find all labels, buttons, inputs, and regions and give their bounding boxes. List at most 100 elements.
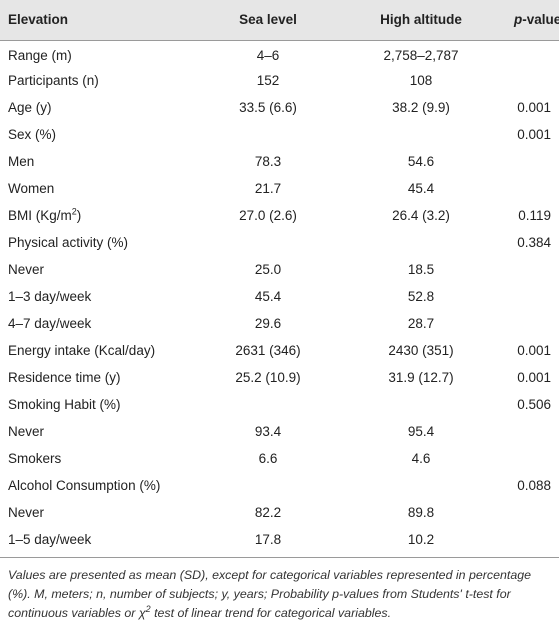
table-cell: Women	[8, 181, 55, 196]
table-cell: Residence time (y)	[8, 370, 121, 385]
table-cell: Never	[8, 505, 45, 520]
table-cell	[506, 256, 559, 283]
table-cell: 108	[409, 73, 433, 88]
table-cell: 93.4	[254, 424, 282, 439]
table-row: Residence time (y) 25.2 (10.9) 31.9 (12.7)…	[0, 364, 559, 391]
table-cell: 28.7	[407, 316, 435, 331]
table-cell: 0.001	[517, 127, 551, 142]
table-cell	[506, 148, 559, 175]
header-cell: p-value	[506, 0, 559, 41]
table-cell: 0.119	[518, 208, 551, 223]
table-cell	[506, 445, 559, 472]
table-cell: Smoking Habit (%)	[8, 397, 121, 412]
table-cell: 0.001	[517, 370, 551, 385]
table-row: Never 93.4 95.4	[0, 418, 559, 445]
header-italic: p	[514, 12, 523, 28]
table-row: Smoking Habit (%) 0.506	[0, 391, 559, 418]
table-cell	[200, 121, 336, 148]
cell-sup: 2	[71, 206, 77, 217]
footnote-text: test of linear trend for categorical var…	[150, 605, 392, 620]
table-cell: 33.5 (6.6)	[239, 100, 297, 115]
table-cell: 26.4 (3.2)	[392, 208, 450, 223]
table-cell: 29.6	[254, 316, 282, 331]
table-cell	[506, 418, 559, 445]
table-cell: 4–7 day/week	[8, 316, 92, 331]
table-cell: 25.2 (10.9)	[235, 370, 301, 385]
table-cell: 0.088	[517, 478, 551, 493]
table-row: BMI (Kg/m2) 27.0 (2.6) 26.4 (3.2) 0.119	[0, 202, 559, 229]
table-cell: 45.4	[254, 289, 282, 304]
table-row: 1–3 day/week 45.4 52.8	[0, 283, 559, 310]
table-cell: 2,758–2,787	[383, 48, 459, 64]
table-row: Alcohol Consumption (%) 0.088	[0, 472, 559, 499]
header-text: -value	[522, 12, 559, 28]
table-cell: Energy intake (Kcal/day)	[8, 343, 156, 358]
footnote: Values are presented as mean (SD), excep…	[0, 558, 559, 623]
table-row: 1–5 day/week 17.8 10.2	[0, 526, 559, 558]
table-cell: Smokers	[8, 451, 62, 466]
table-cell	[506, 499, 559, 526]
table-cell	[506, 526, 559, 558]
table-cell: 17.8	[200, 526, 336, 558]
table-row: Sex (%) 0.001	[0, 121, 559, 148]
table-cell: Never	[8, 424, 45, 439]
table-cell: 0.001	[517, 343, 551, 358]
table-cell	[200, 472, 336, 499]
table-row: Age (y) 33.5 (6.6) 38.2 (9.9) 0.001	[0, 94, 559, 121]
table-cell: Men	[8, 154, 35, 169]
table-cell: 54.6	[407, 154, 435, 169]
table-cell: 6.6	[258, 451, 278, 466]
table-cell: 1–5 day/week	[0, 526, 200, 558]
table-cell: 4.6	[411, 451, 431, 466]
table-cell	[336, 121, 506, 148]
table-cell: 38.2 (9.9)	[392, 100, 450, 115]
table-cell: 18.5	[407, 262, 435, 277]
table-cell: Sex (%)	[8, 127, 57, 142]
cell-text: )	[76, 208, 82, 223]
table-cell	[506, 40, 559, 67]
table-cell: 10.2	[336, 526, 506, 558]
table-cell: 27.0 (2.6)	[239, 208, 297, 223]
table-cell: Never	[8, 262, 45, 277]
table-cell: BMI (Kg/m2)	[0, 202, 200, 229]
table-cell: Alcohol Consumption (%)	[8, 478, 161, 493]
table-row: Women 21.7 45.4	[0, 175, 559, 202]
table-row: Participants (n) 152 108	[0, 67, 559, 94]
table-cell: Participants (n)	[8, 73, 99, 88]
table-row: Never 25.0 18.5	[0, 256, 559, 283]
table-cell	[506, 67, 559, 94]
table-cell: Range (m)	[8, 48, 72, 64]
table-cell	[506, 310, 559, 337]
header-cell: Sea level	[200, 0, 336, 41]
table-row: 4–7 day/week 29.6 28.7	[0, 310, 559, 337]
table-row: Physical activity (%) 0.384	[0, 229, 559, 256]
table-cell: 0.001	[517, 100, 551, 115]
footnote-sup: 2	[145, 603, 151, 614]
table-cell	[336, 391, 506, 418]
table-cell: 2631 (346)	[235, 343, 301, 358]
table-cell: 0.506	[517, 397, 551, 412]
table-cell: 0.384	[517, 235, 551, 250]
table-cell: 152	[256, 73, 280, 88]
table-cell	[506, 175, 559, 202]
table-row: Range (m) 4–6 2,758–2,787	[0, 40, 559, 67]
table-cell: 52.8	[407, 289, 435, 304]
table-row: Never 82.2 89.8	[0, 499, 559, 526]
table-cell	[200, 391, 336, 418]
table-cell: 82.2	[254, 505, 282, 520]
table-cell: 1–3 day/week	[8, 289, 92, 304]
table-cell: 45.4	[407, 181, 435, 196]
table-cell	[506, 283, 559, 310]
table-cell: 25.0	[254, 262, 282, 277]
table-row: Energy intake (Kcal/day) 2631 (346) 2430 (…	[0, 337, 559, 364]
table-body: Range (m) 4–6 2,758–2,787 Participants (n) 1…	[0, 40, 559, 558]
table-cell: 2430 (351)	[388, 343, 454, 358]
table-cell	[336, 229, 506, 256]
table-cell: Physical activity (%)	[8, 235, 129, 250]
table-row: Men 78.3 54.6	[0, 148, 559, 175]
header-cell: Elevation	[0, 0, 200, 41]
table: Elevation Sea level High altitude p-valu…	[0, 0, 559, 558]
table-cell: 31.9 (12.7)	[388, 370, 454, 385]
table-row: Smokers 6.6 4.6	[0, 445, 559, 472]
